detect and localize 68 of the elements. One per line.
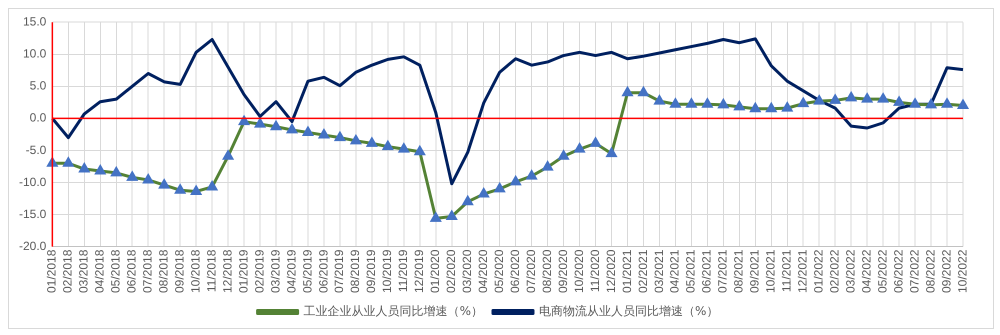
x-tick-label: 03/2021 (652, 249, 666, 294)
x-tick-label: 10/2019 (380, 249, 394, 294)
x-tick-label: 05/2022 (875, 249, 890, 294)
x-tick-label: 06/2021 (700, 249, 714, 294)
x-tick-label: 02/2022 (828, 249, 842, 294)
x-tick-label: 02/2018 (60, 249, 75, 294)
x-tick-label: 01/2022 (812, 249, 826, 294)
x-tick-label: 07/2022 (907, 249, 922, 294)
x-tick-label: 12/2020 (604, 249, 618, 294)
x-tick-label: 04/2018 (92, 249, 107, 294)
x-tick-label: 09/2021 (748, 249, 762, 294)
x-tick-label: 08/2021 (732, 249, 746, 294)
x-tick-label: 04/2020 (476, 249, 490, 294)
x-tick-label: 07/2018 (140, 249, 155, 294)
x-tick-label: 08/2019 (348, 249, 362, 294)
x-tick-label: 12/2018 (220, 249, 234, 294)
x-tick-label: 04/2022 (859, 249, 874, 294)
x-tick-label: 07/2021 (716, 249, 730, 294)
x-tick-label: 03/2019 (268, 249, 282, 294)
x-tick-label: 08/2018 (156, 249, 170, 294)
x-tick-label: 11/2019 (396, 249, 410, 292)
y-tick-label: 0.0 (30, 110, 47, 125)
x-tick-label: 06/2020 (508, 249, 522, 294)
x-tick-label: 03/2018 (76, 249, 91, 294)
x-tick-label: 09/2022 (939, 249, 954, 294)
y-tick-label: -5.0 (26, 142, 47, 157)
x-tick-label: 12/2021 (796, 249, 810, 294)
x-tick-label: 07/2019 (332, 249, 346, 294)
y-tick-label: -10.0 (18, 174, 47, 189)
legend-label: 电商物流从业人员同比增速（%） (539, 304, 718, 318)
x-tick-label: 02/2020 (444, 249, 458, 294)
y-tick-label: 15.0 (22, 14, 47, 29)
x-tick-label: 06/2018 (124, 249, 139, 294)
x-tick-label: 03/2022 (843, 249, 858, 294)
x-tick-label: 08/2020 (540, 249, 554, 294)
x-tick-label: 03/2020 (460, 249, 474, 294)
x-tick-label: 10/2022 (955, 249, 970, 294)
x-tick-label: 05/2018 (108, 249, 123, 294)
y-tick-label: 5.0 (30, 78, 47, 93)
y-tick-label: 10.0 (22, 46, 47, 61)
x-tick-label: 12/2019 (412, 249, 426, 294)
x-tick-label: 06/2022 (891, 249, 906, 294)
x-tick-label: 06/2019 (316, 249, 330, 294)
y-tick-label: -15.0 (18, 206, 47, 221)
legend-label: 工业企业从业人员同比增速（%） (304, 304, 484, 318)
x-tick-label: 04/2021 (668, 249, 682, 294)
x-tick-label: 01/2018 (44, 249, 59, 294)
x-tick-label: 01/2021 (620, 249, 634, 294)
y-tick-label: -20.0 (18, 238, 47, 253)
x-tick-label: 10/2021 (764, 249, 778, 294)
x-tick-label: 01/2019 (236, 249, 250, 294)
x-tick-label: 08/2022 (923, 249, 938, 294)
x-tick-label: 01/2020 (428, 249, 442, 294)
x-tick-label: 02/2021 (636, 249, 650, 294)
x-tick-label: 11/2020 (588, 249, 602, 292)
x-tick-label: 11/2018 (204, 249, 218, 292)
x-tick-label: 05/2021 (684, 249, 698, 294)
x-tick-label: 07/2020 (524, 249, 538, 294)
x-tick-label: 05/2020 (492, 249, 506, 294)
x-tick-label: 09/2018 (172, 249, 186, 294)
x-tick-label: 02/2019 (252, 249, 266, 294)
x-tick-label: 04/2019 (284, 249, 298, 294)
x-tick-label: 11/2021 (780, 249, 794, 292)
x-tick-label: 09/2019 (364, 249, 378, 294)
x-tick-label: 10/2018 (188, 249, 202, 294)
x-tick-label: 09/2020 (556, 249, 570, 294)
x-tick-label: 05/2019 (300, 249, 314, 294)
x-tick-label: 10/2020 (572, 249, 586, 294)
